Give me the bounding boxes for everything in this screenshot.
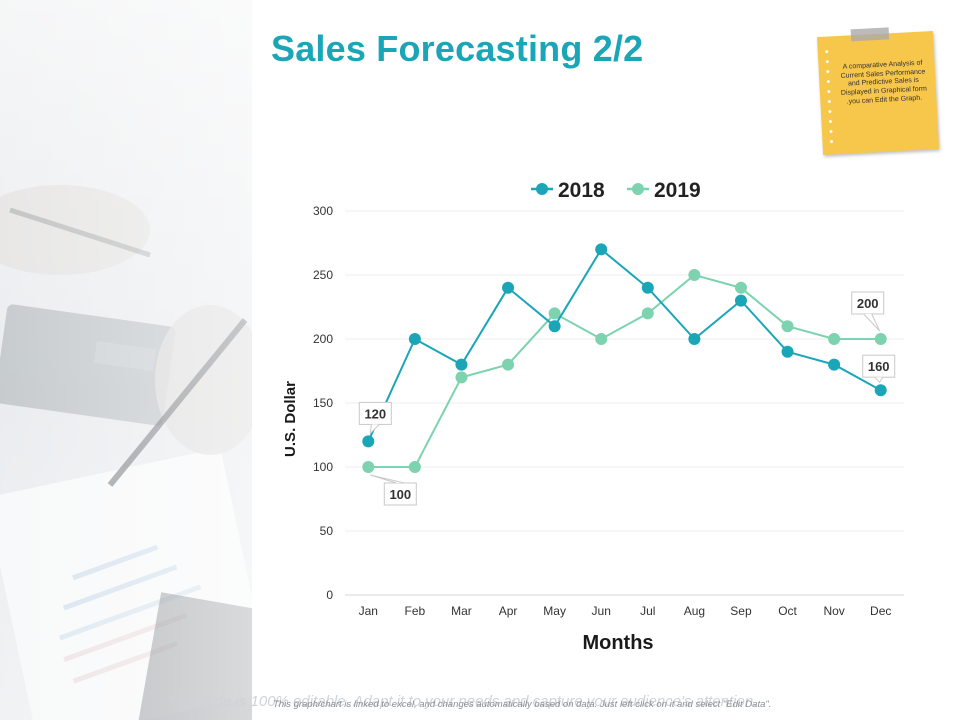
x-tick-nov: Nov	[823, 604, 844, 618]
y-tick-0: 0	[326, 588, 333, 602]
legend-item-2018: 2018	[531, 179, 605, 202]
slide-title: Sales Forecasting 2/2	[271, 28, 644, 69]
callout-box	[358, 401, 392, 425]
x-tick-dec: Dec	[870, 604, 891, 618]
point-2019-aug	[688, 269, 701, 281]
callout-label: 160	[868, 359, 890, 374]
x-tick-aug: Aug	[684, 604, 705, 618]
callout-2019-jan: 100	[370, 474, 417, 506]
y-tick-300: 300	[313, 204, 333, 218]
point-2018-jan	[362, 435, 375, 448]
series-line-2018	[367, 247, 882, 442]
legend-item-2019: 2019	[627, 179, 701, 202]
point-2019-apr	[502, 358, 515, 371]
point-2018-sep	[734, 294, 747, 307]
x-tick-labels: Jan Feb Mar Apr May Jun Jul Aug Sep Oct Nov Dec	[359, 604, 892, 618]
sticky-note: A comparative Analysis of Current Sales …	[816, 27, 940, 155]
callout-pointer	[874, 376, 884, 384]
y-axis-label: U.S. Dollar	[282, 381, 299, 457]
x-tick-oct: Oct	[778, 604, 797, 618]
point-2019-jun	[595, 333, 608, 345]
callout-2018-dec: 160	[862, 354, 896, 384]
background-photo	[0, 0, 252, 720]
point-2018-jun	[595, 243, 608, 256]
legend-label: 2018	[558, 179, 605, 202]
point-2018-nov	[828, 358, 841, 371]
point-2018-apr	[502, 281, 515, 294]
y-tick-labels: 0 50 100 150 200 250 300	[313, 204, 333, 602]
footer: This slide is 100% editable. Adapt it to…	[168, 693, 958, 717]
chart-legend: 2018 2019	[531, 179, 701, 202]
callout-box	[383, 482, 417, 506]
x-tick-feb: Feb	[405, 604, 426, 618]
x-tick-sep: Sep	[730, 604, 752, 618]
point-2019-may	[548, 307, 561, 320]
note-tape	[850, 27, 890, 42]
y-tick-150: 150	[313, 396, 333, 410]
point-2018-jul	[641, 281, 654, 294]
point-2018-dec	[874, 384, 887, 397]
callout-2018-jan: 120	[358, 401, 392, 435]
x-tick-jan: Jan	[359, 604, 378, 618]
point-2019-sep	[734, 281, 747, 294]
point-2019-dec	[874, 333, 887, 345]
callout-pointer	[370, 474, 405, 484]
point-2018-may	[548, 320, 561, 333]
y-tick-250: 250	[313, 268, 333, 282]
callout-pointer	[863, 313, 881, 332]
point-2018-mar	[455, 358, 468, 371]
footer-text: This slide is 100% editable. Adapt it to…	[168, 693, 758, 710]
x-tick-jun: Jun	[592, 604, 611, 618]
y-tick-200: 200	[313, 332, 333, 346]
point-2019-nov	[828, 333, 841, 345]
point-2019-oct	[781, 320, 794, 333]
footer-small-text: This graph/chart is linked to excel, and…	[273, 699, 772, 710]
point-2019-jul	[641, 307, 654, 320]
legend-marker	[536, 183, 548, 195]
x-tick-mar: Mar	[451, 604, 472, 618]
y-tick-50: 50	[320, 524, 334, 538]
x-axis-label: Months	[582, 632, 653, 654]
legend-marker	[632, 183, 644, 195]
data-callouts: 120 100 200 160	[358, 291, 896, 506]
y-tick-100: 100	[313, 460, 333, 474]
point-2018-aug	[688, 333, 701, 345]
series-lines	[362, 243, 887, 473]
x-tick-may: May	[543, 604, 566, 618]
x-tick-apr: Apr	[499, 604, 518, 618]
point-2019-mar	[455, 371, 468, 384]
chart-gridlines	[345, 210, 904, 596]
callout-2019-dec: 200	[851, 291, 885, 332]
callout-label: 120	[364, 406, 386, 421]
point-2018-feb	[408, 333, 421, 345]
point-2019-feb	[408, 461, 421, 473]
point-2019-jan	[362, 461, 375, 473]
callout-label: 200	[857, 296, 879, 311]
series-line-2019	[368, 273, 881, 468]
callout-box	[851, 291, 885, 315]
callout-pointer	[369, 424, 380, 435]
x-tick-jul: Jul	[640, 604, 655, 618]
callout-label: 100	[389, 487, 411, 502]
note-text: A comparative Analysis of Current Sales …	[840, 59, 928, 106]
legend-label: 2019	[654, 179, 701, 202]
point-2018-oct	[781, 345, 794, 358]
note-binding-dots	[823, 46, 835, 147]
callout-box	[862, 354, 896, 378]
